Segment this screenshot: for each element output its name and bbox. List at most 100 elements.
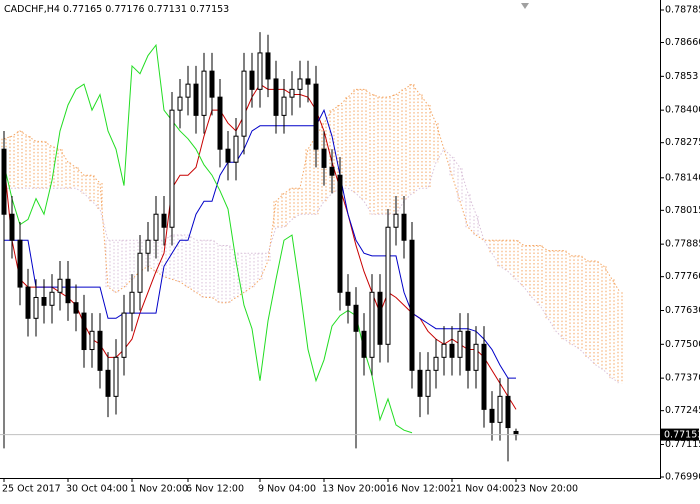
candle-body — [305, 78, 311, 85]
candle-body — [1, 148, 7, 215]
candle-body — [9, 213, 15, 241]
last-high: 0.77176 — [105, 4, 144, 15]
x-tick-label: 9 Nov 04:00 — [258, 484, 316, 495]
candle-body — [201, 70, 207, 116]
candle-body — [177, 96, 183, 111]
candle-body — [297, 78, 303, 90]
candle-body — [441, 343, 447, 358]
candle-body — [129, 291, 135, 314]
last-close: 0.77153 — [190, 4, 229, 15]
candle-body — [257, 52, 263, 90]
candle-body — [313, 83, 319, 150]
candle-body — [377, 291, 383, 345]
y-tick-label: 0.77885 — [665, 239, 700, 250]
candle-body — [65, 278, 71, 304]
candle-body — [369, 291, 375, 358]
candle-body — [249, 70, 255, 90]
candle-body — [329, 166, 335, 176]
candle-body — [449, 343, 455, 358]
candle-body — [289, 88, 295, 98]
candle-body — [233, 135, 239, 163]
candle-body — [97, 330, 103, 371]
candle-body — [49, 291, 55, 306]
candle-body — [281, 96, 287, 116]
candle-body — [153, 213, 159, 241]
candle-body — [361, 330, 367, 358]
plot-area — [0, 32, 660, 462]
symbol: CADCHF,H4 — [4, 4, 60, 15]
y-tick-label: 0.7853 — [665, 71, 698, 82]
indicator-line — [3, 43, 413, 434]
candle-body — [473, 343, 479, 371]
candle-body — [161, 213, 167, 228]
candle-body — [321, 148, 327, 168]
candle-body — [433, 356, 439, 371]
x-tick-label: 1 Nov 20:00 — [130, 484, 188, 495]
candle-body — [409, 239, 415, 371]
x-tick-label: 25 Oct 2017 — [2, 484, 61, 495]
candle-body — [209, 70, 215, 98]
y-tick-label: 0.77115 — [665, 439, 700, 450]
candle-body — [425, 369, 431, 397]
candle-body — [225, 148, 231, 163]
candle-body — [89, 330, 95, 351]
y-tick-label: 0.78015 — [665, 205, 700, 216]
candle-body — [81, 312, 87, 351]
candle-body — [217, 96, 223, 150]
candle-body — [169, 109, 175, 228]
candle-body — [57, 278, 63, 293]
candle-body — [241, 70, 247, 137]
y-tick-label: 0.78275 — [665, 137, 700, 148]
x-tick-label: 21 Nov 04:00 — [450, 484, 514, 495]
candle-body — [73, 302, 79, 314]
candle-body — [401, 213, 407, 241]
candle-body — [465, 330, 471, 371]
candle-body — [105, 369, 111, 397]
candle-body — [417, 369, 423, 397]
x-tick-label: 23 Nov 20:00 — [514, 484, 578, 495]
candle-body — [497, 395, 503, 423]
candle-body — [33, 296, 39, 319]
candle-body — [41, 296, 47, 306]
indicator-line — [4, 108, 516, 379]
y-tick-label: 0.77245 — [665, 405, 700, 416]
candle-body — [113, 356, 119, 397]
current-price-box — [661, 428, 699, 441]
x-tick-label: 30 Oct 04:00 — [66, 484, 128, 495]
last-open: 0.77165 — [63, 4, 102, 15]
header: CADCHF,H4 0.77165 0.77176 0.77131 0.7715… — [4, 4, 229, 15]
candle-body — [505, 395, 511, 429]
y-tick-label: 0.76990 — [665, 472, 700, 483]
candle-body — [137, 252, 143, 293]
current-price-label: 0.77153 — [664, 430, 700, 441]
x-tick-label: 6 Nov 12:00 — [186, 484, 244, 495]
candle-body — [17, 239, 23, 288]
candle-body — [265, 52, 271, 80]
candle-body — [25, 286, 31, 319]
chart-shift-marker — [521, 3, 529, 9]
candle-body — [337, 174, 343, 293]
cloud-edge — [3, 83, 621, 304]
y-tick-label: 0.78785 — [665, 5, 700, 16]
candle-body — [457, 330, 463, 358]
candle-body — [193, 83, 199, 116]
candle-body — [345, 291, 351, 306]
x-tick-label: 16 Nov 12:00 — [386, 484, 450, 495]
candle-body — [489, 408, 495, 423]
candle-body — [273, 78, 279, 116]
candle-body — [121, 312, 127, 358]
candle-body — [185, 83, 191, 98]
candle-body — [353, 304, 359, 332]
cloud-edge — [4, 148, 621, 384]
x-tick-label: 13 Nov 20:00 — [322, 484, 386, 495]
candle-body — [481, 343, 487, 410]
